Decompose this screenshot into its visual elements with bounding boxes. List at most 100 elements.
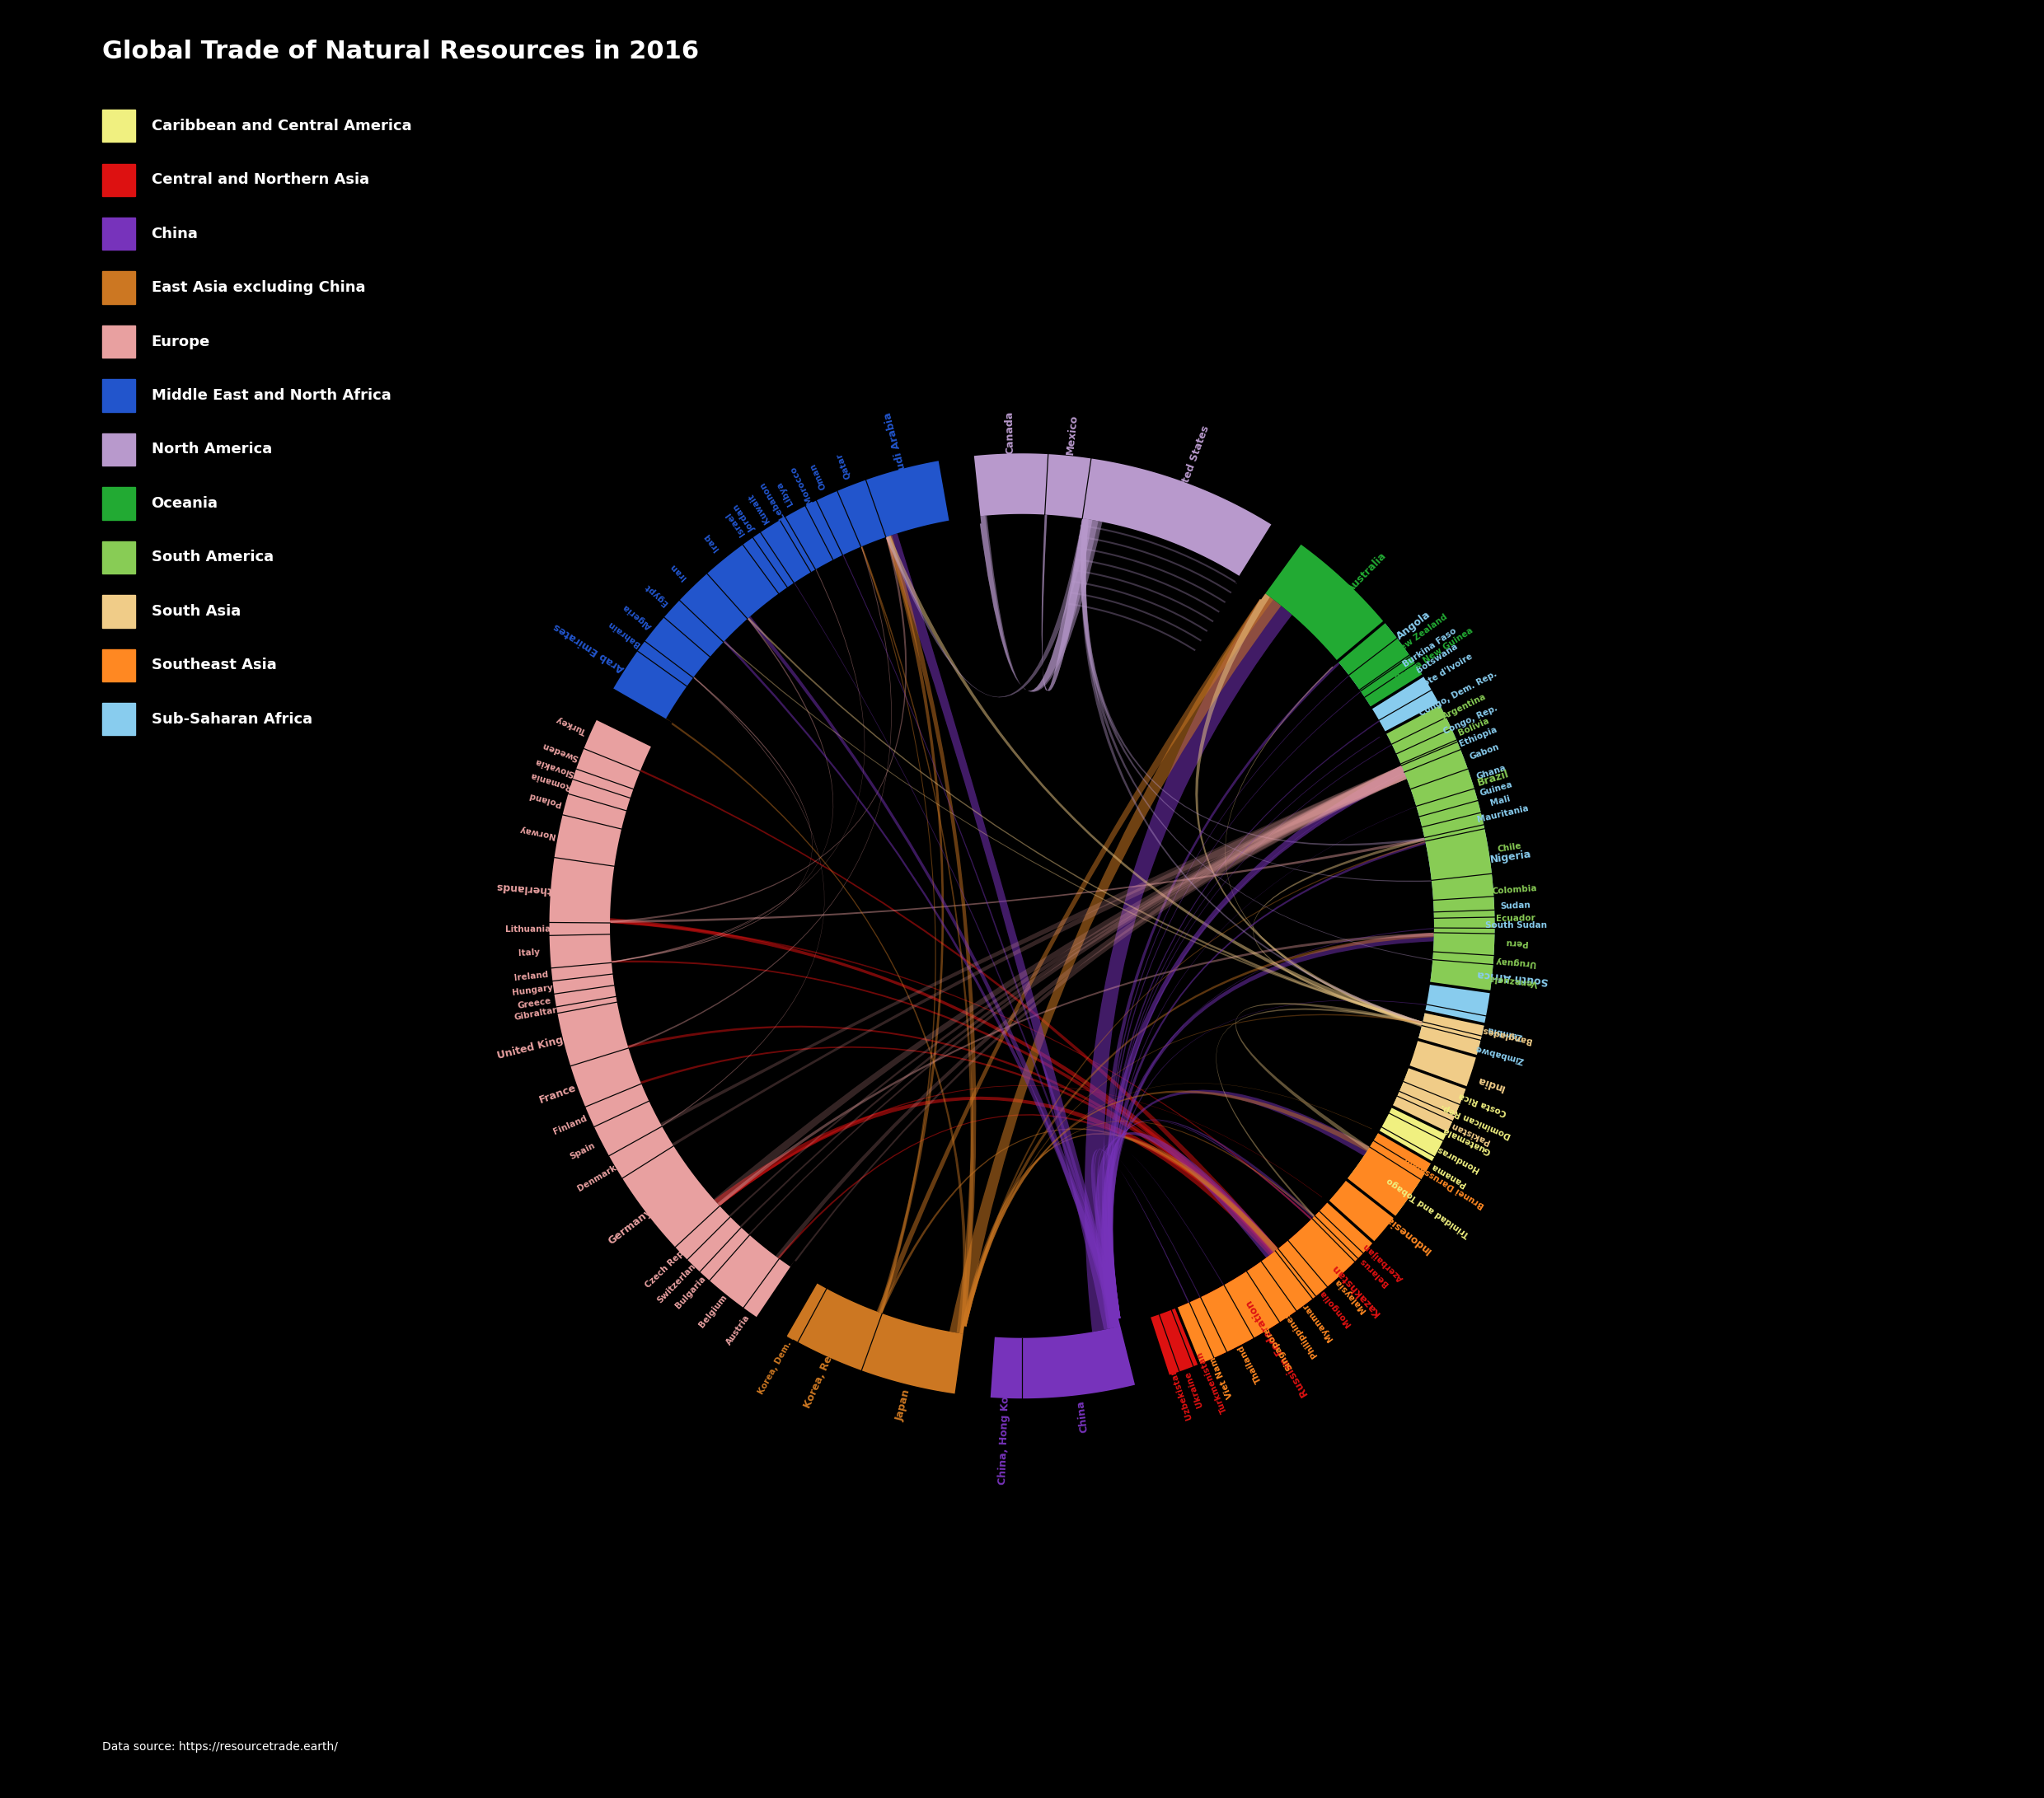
PathPatch shape bbox=[793, 583, 1122, 1327]
PathPatch shape bbox=[609, 919, 1278, 1253]
PathPatch shape bbox=[861, 547, 936, 1314]
PathPatch shape bbox=[775, 766, 1406, 1259]
PathPatch shape bbox=[628, 1025, 1278, 1253]
Text: Panama: Panama bbox=[1429, 1162, 1468, 1188]
PathPatch shape bbox=[979, 516, 1098, 692]
Text: Ecuador: Ecuador bbox=[1496, 915, 1535, 922]
PathPatch shape bbox=[1108, 732, 1386, 1327]
Text: Ireland: Ireland bbox=[513, 971, 548, 984]
Polygon shape bbox=[989, 1325, 1136, 1399]
Text: Greece: Greece bbox=[517, 998, 552, 1010]
Text: Belarus: Belarus bbox=[1357, 1257, 1390, 1287]
PathPatch shape bbox=[1108, 841, 1427, 1327]
PathPatch shape bbox=[885, 536, 977, 1334]
PathPatch shape bbox=[1108, 721, 1380, 1327]
Polygon shape bbox=[785, 1282, 965, 1393]
PathPatch shape bbox=[1110, 1000, 1427, 1327]
Text: Kazakhstan: Kazakhstan bbox=[1329, 1262, 1382, 1318]
PathPatch shape bbox=[1235, 1003, 1423, 1151]
PathPatch shape bbox=[611, 676, 811, 962]
Text: Zimbabwe: Zimbabwe bbox=[1474, 1043, 1525, 1064]
Text: Dominican Rep.: Dominican Rep. bbox=[1439, 1102, 1513, 1140]
PathPatch shape bbox=[1085, 593, 1292, 1332]
Text: Gibraltar: Gibraltar bbox=[513, 1005, 558, 1021]
PathPatch shape bbox=[660, 766, 1406, 1126]
Text: Lebanon: Lebanon bbox=[758, 480, 785, 520]
PathPatch shape bbox=[740, 766, 1406, 1228]
PathPatch shape bbox=[724, 640, 1122, 1327]
PathPatch shape bbox=[1081, 518, 1433, 960]
PathPatch shape bbox=[1042, 514, 1091, 690]
Text: Bulgaria: Bulgaria bbox=[675, 1275, 707, 1309]
PathPatch shape bbox=[730, 766, 1406, 1217]
Polygon shape bbox=[973, 453, 1273, 577]
Text: Botswana: Botswana bbox=[1414, 642, 1459, 674]
PathPatch shape bbox=[1094, 1147, 1200, 1327]
PathPatch shape bbox=[1042, 514, 1091, 690]
PathPatch shape bbox=[963, 1014, 1423, 1334]
PathPatch shape bbox=[959, 933, 1435, 1334]
Text: North America: North America bbox=[151, 442, 272, 457]
PathPatch shape bbox=[1081, 518, 1423, 1025]
Polygon shape bbox=[1263, 543, 1423, 708]
PathPatch shape bbox=[979, 516, 1102, 692]
Text: India: India bbox=[1476, 1073, 1506, 1093]
Text: Southeast Asia: Southeast Asia bbox=[151, 658, 276, 672]
PathPatch shape bbox=[713, 1097, 1278, 1255]
PathPatch shape bbox=[879, 536, 944, 1314]
Text: Sudan: Sudan bbox=[1500, 901, 1531, 910]
PathPatch shape bbox=[640, 770, 1278, 1253]
PathPatch shape bbox=[885, 534, 1122, 1331]
Text: Kuwait: Kuwait bbox=[746, 493, 771, 525]
Text: Philippines: Philippines bbox=[1282, 1309, 1318, 1359]
Text: Hungary: Hungary bbox=[511, 984, 554, 998]
PathPatch shape bbox=[611, 568, 865, 962]
PathPatch shape bbox=[640, 1046, 1278, 1253]
PathPatch shape bbox=[1096, 1133, 1278, 1329]
Text: Uruguay: Uruguay bbox=[1494, 957, 1535, 967]
PathPatch shape bbox=[1216, 1009, 1423, 1217]
Text: Pakistan: Pakistan bbox=[1449, 1120, 1490, 1145]
PathPatch shape bbox=[628, 547, 891, 1048]
Text: Sweden: Sweden bbox=[542, 741, 578, 762]
Text: Ghana: Ghana bbox=[1476, 764, 1506, 780]
Text: Korea, Dem. Rep.: Korea, Dem. Rep. bbox=[756, 1318, 805, 1397]
Polygon shape bbox=[550, 719, 791, 1318]
PathPatch shape bbox=[609, 921, 1312, 1219]
Text: Mali: Mali bbox=[1488, 795, 1511, 807]
PathPatch shape bbox=[842, 554, 1122, 1327]
Text: Costa Rica: Costa Rica bbox=[1457, 1091, 1508, 1117]
PathPatch shape bbox=[777, 1115, 1278, 1259]
Text: Congo, Dem. Rep.: Congo, Dem. Rep. bbox=[1416, 669, 1498, 717]
Text: Jordan: Jordan bbox=[732, 502, 756, 532]
Text: Congo, Rep.: Congo, Rep. bbox=[1443, 703, 1498, 735]
PathPatch shape bbox=[713, 766, 1406, 1206]
PathPatch shape bbox=[1104, 933, 1435, 1329]
PathPatch shape bbox=[609, 536, 908, 922]
Text: Egypt: Egypt bbox=[644, 583, 668, 608]
Text: Belgium: Belgium bbox=[697, 1293, 728, 1329]
Polygon shape bbox=[1347, 1066, 1466, 1217]
Text: Uzbekistan: Uzbekistan bbox=[1167, 1366, 1194, 1420]
PathPatch shape bbox=[1102, 766, 1406, 1329]
Polygon shape bbox=[1177, 1133, 1431, 1365]
Text: Mauritania: Mauritania bbox=[1476, 804, 1529, 823]
PathPatch shape bbox=[791, 766, 1406, 1268]
Text: Russian Federation: Russian Federation bbox=[1245, 1298, 1310, 1399]
PathPatch shape bbox=[724, 642, 1423, 1025]
Text: Guatemala: Guatemala bbox=[1441, 1126, 1492, 1156]
Text: Brazil: Brazil bbox=[1476, 768, 1511, 788]
Text: Denmark: Denmark bbox=[576, 1163, 617, 1192]
PathPatch shape bbox=[748, 617, 1423, 1025]
Text: Chile: Chile bbox=[1496, 841, 1523, 854]
Text: Venezuela: Venezuela bbox=[1488, 975, 1537, 987]
Text: Australia: Australia bbox=[1345, 550, 1388, 595]
Text: Central and Northern Asia: Central and Northern Asia bbox=[151, 173, 370, 187]
PathPatch shape bbox=[1110, 771, 1404, 1327]
Text: Honduras: Honduras bbox=[1435, 1144, 1480, 1174]
PathPatch shape bbox=[879, 1129, 1278, 1314]
PathPatch shape bbox=[717, 933, 1435, 1206]
Polygon shape bbox=[1149, 1201, 1374, 1375]
Text: United Kingdom: United Kingdom bbox=[497, 1028, 589, 1061]
PathPatch shape bbox=[1098, 1144, 1224, 1327]
